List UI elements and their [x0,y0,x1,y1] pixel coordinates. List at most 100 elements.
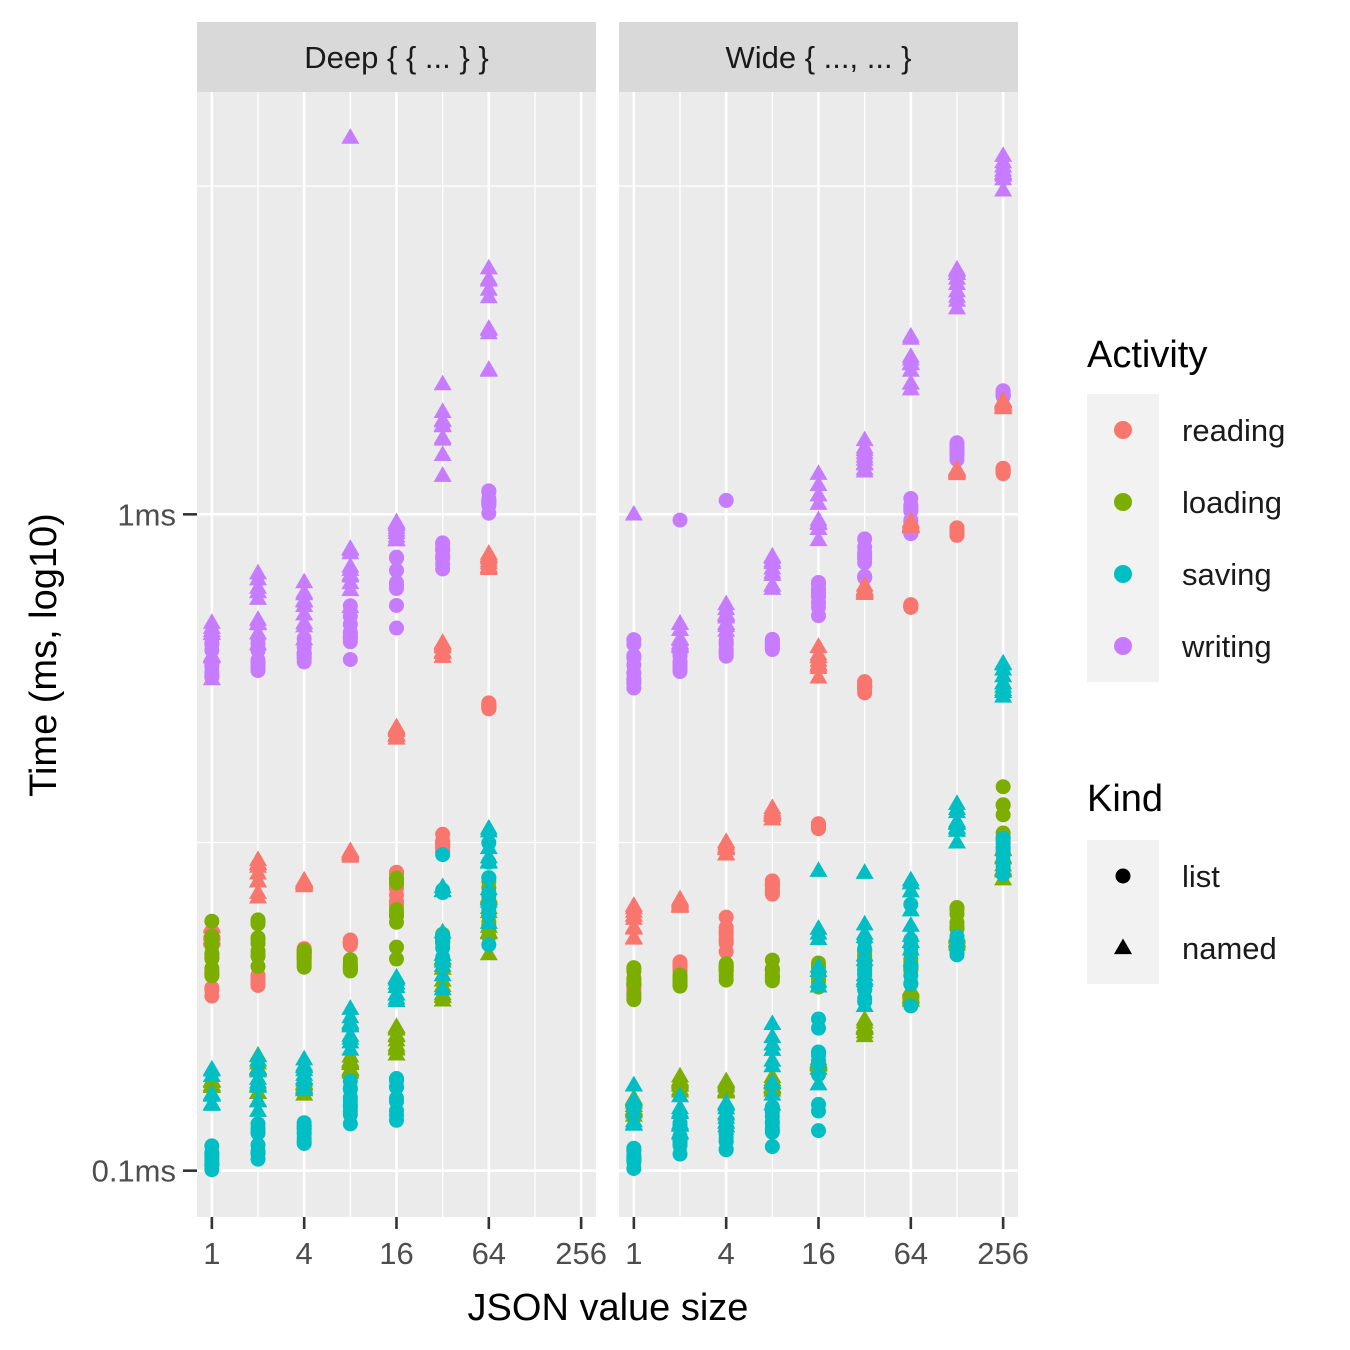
data-point-saving-list [764,1099,780,1115]
data-point-writing-named [670,629,690,645]
data-point-writing-named [295,616,314,633]
data-point-loading-named [479,923,498,940]
data-point-saving-named [341,1026,360,1042]
data-point-writing-named [763,546,782,563]
data-point-writing-named [763,579,782,595]
x-tick-label: 4 [718,1236,735,1271]
data-point-loading-list [204,928,220,944]
data-point-saving-named [809,1074,828,1091]
data-point-saving-list [903,932,919,948]
data-point-writing-list [204,637,220,653]
data-point-saving-list [857,965,873,981]
data-point-saving-list [811,1047,826,1063]
data-point-saving-named [341,999,360,1015]
data-point-loading-named [387,1026,406,1043]
data-point-saving-list [435,885,451,901]
points-deep [202,128,498,1178]
data-point-writing-named [248,589,268,605]
data-point-writing-list [811,599,826,615]
x-tick-label: 4 [296,1236,313,1271]
data-point-reading-named [248,883,268,899]
y-tick-label: 1ms [117,497,176,532]
data-point-reading-list [435,826,451,842]
data-point-reading-named [624,896,643,912]
data-point-saving-named [387,984,406,1001]
data-point-loading-list [204,946,220,962]
data-point-reading-list [718,909,734,925]
data-point-writing-named [994,146,1013,162]
data-point-writing-named [433,466,452,482]
data-point-saving-named [202,1094,221,1110]
data-point-writing-named [479,280,498,296]
data-point-reading-named [809,656,828,672]
data-point-loading-named [479,944,498,961]
data-point-reading-named [809,637,828,653]
data-point-writing-list [903,497,919,513]
data-point-saving-list [857,982,873,998]
data-point-saving-named [341,1016,360,1033]
facet-strip-deep [197,22,596,92]
data-point-saving-list [481,854,497,870]
data-point-reading-named [341,842,360,858]
data-point-writing-named [248,614,268,631]
data-point-writing-named [341,539,360,555]
data-point-saving-named [433,965,452,982]
data-point-reading-named [855,575,874,592]
data-point-loading-list [389,870,404,886]
data-point-saving-list [389,1107,404,1123]
data-point-reading-list [949,520,965,536]
x-axis: 1 4 16 64 256 1 4 16 64 256 [203,1217,1029,1271]
data-point-saving-list [435,927,451,943]
data-point-writing-named [295,572,314,589]
data-point-saving-named [947,802,967,819]
facet-deep: Deep { { ... } } [197,22,596,1217]
data-point-saving-named [809,971,828,988]
data-point-saving-named [248,1058,268,1075]
data-point-loading-named [717,1071,736,1088]
data-point-loading-named [387,1017,406,1033]
legend-activity: Activity reading loading saving writing [1087,334,1285,682]
data-point-writing-named [341,556,360,573]
data-point-writing-list [718,635,734,651]
data-point-writing-named [433,415,452,432]
data-point-reading-list [204,980,220,996]
data-point-saving-list [389,1090,404,1106]
data-point-writing-named [202,613,221,629]
facet-label-wide: Wide { ..., ... } [725,40,911,75]
data-point-reading-list [995,460,1011,476]
data-point-saving-named [994,673,1013,690]
data-point-saving-named [248,1046,268,1063]
data-point-saving-list [435,940,451,956]
legend-label-reading: reading [1182,413,1285,448]
data-point-writing-list [949,438,965,454]
data-point-saving-list [903,967,919,983]
data-point-writing-list [250,654,266,670]
data-point-saving-named [479,818,498,835]
data-point-writing-named [994,180,1013,197]
data-point-writing-list [435,542,451,558]
data-point-writing-named [433,374,452,391]
data-point-reading-list [811,816,826,832]
data-point-saving-list [857,933,873,949]
data-point-saving-named [947,814,967,831]
data-point-saving-named [387,967,406,984]
data-point-loading-list [250,912,266,928]
data-point-writing-list [296,631,312,647]
data-point-writing-named [809,513,828,530]
data-point-loading-named [670,1071,690,1088]
data-point-loading-list [718,957,734,973]
x-tick-label: 1 [203,1236,220,1271]
data-point-reading-named [624,928,643,944]
data-point-writing-named [341,128,360,144]
data-point-reading-named [387,717,406,734]
data-point-loading-named [901,983,920,1000]
data-point-writing-named [855,430,874,447]
data-point-saving-list [811,1011,826,1027]
x-tick-label: 16 [379,1236,413,1271]
data-point-writing-named [901,353,920,370]
data-point-writing-list [811,581,826,597]
data-point-writing-named [763,558,782,575]
x-tick-label: 64 [894,1236,928,1271]
data-point-loading-list [995,797,1011,813]
legend-label-loading: loading [1182,485,1282,520]
